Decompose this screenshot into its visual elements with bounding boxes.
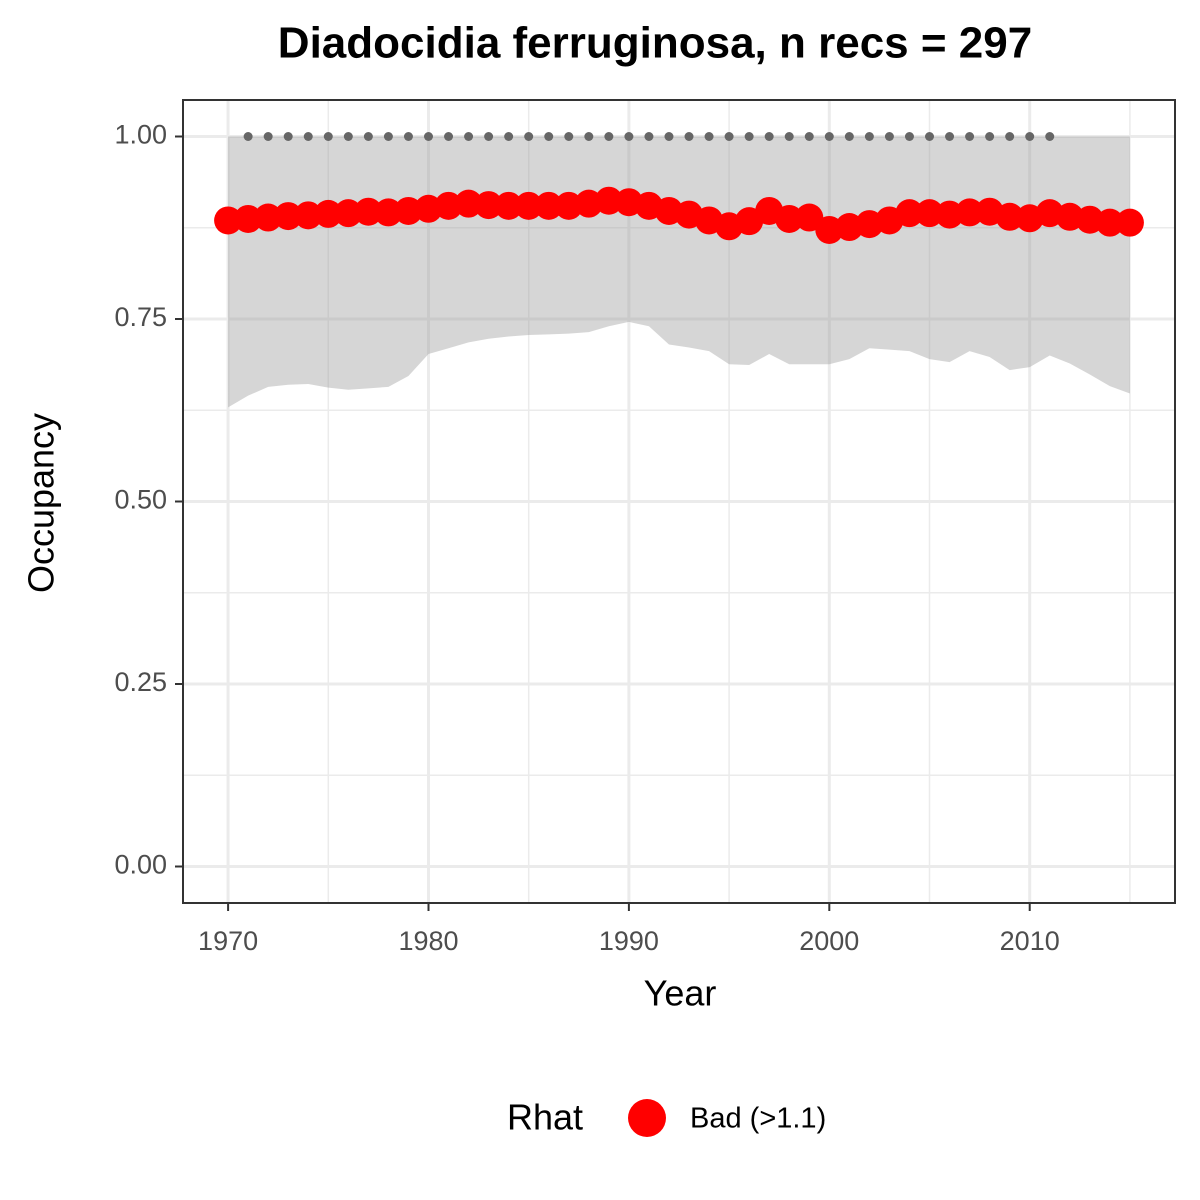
- reference-dot: [804, 132, 814, 141]
- y-tick-label: 0.50: [114, 485, 167, 515]
- reference-dot: [1045, 132, 1055, 141]
- point: [274, 202, 303, 231]
- reference-dot: [403, 132, 413, 141]
- reference-dot: [343, 132, 353, 141]
- point: [314, 199, 343, 228]
- x-tick-label: 1980: [398, 926, 458, 956]
- x-axis-label: Year: [644, 973, 717, 1014]
- x-tick-label: 1970: [198, 926, 258, 956]
- point: [454, 189, 483, 218]
- point: [374, 198, 403, 227]
- reference-dot: [864, 132, 874, 141]
- reference-dot: [684, 132, 694, 141]
- reference-dot: [1025, 132, 1035, 141]
- point: [334, 199, 363, 228]
- reference-dot: [323, 132, 333, 141]
- point: [494, 191, 523, 220]
- point: [294, 201, 323, 230]
- reference-dot: [484, 132, 494, 141]
- reference-dot: [664, 132, 674, 141]
- reference-dot: [504, 132, 514, 141]
- reference-dot: [744, 132, 754, 141]
- y-axis-label: Occupancy: [21, 413, 62, 593]
- reference-dot: [945, 132, 955, 141]
- reference-dot: [624, 132, 634, 141]
- reference-dot: [884, 132, 894, 141]
- reference-dot: [704, 132, 714, 141]
- reference-dot: [844, 132, 854, 141]
- legend-key: [628, 1099, 666, 1137]
- point: [474, 191, 503, 220]
- reference-dot: [904, 132, 914, 141]
- x-tick-label: 1990: [599, 926, 659, 956]
- reference-dot: [724, 132, 734, 141]
- y-tick-label: 0.25: [114, 667, 167, 697]
- point: [234, 204, 263, 233]
- reference-dot: [423, 132, 433, 141]
- reference-dot: [564, 132, 574, 141]
- reference-dot: [363, 132, 373, 141]
- point: [214, 206, 243, 235]
- point: [1115, 208, 1144, 237]
- reference-dot: [764, 132, 774, 141]
- reference-dot: [1005, 132, 1015, 141]
- point: [594, 186, 623, 215]
- legend-label: Bad (>1.1): [690, 1103, 826, 1135]
- reference-dot: [644, 132, 654, 141]
- reference-dot: [985, 132, 995, 141]
- reference-dot: [464, 132, 474, 141]
- reference-dot: [824, 132, 834, 141]
- point: [955, 198, 984, 227]
- point: [254, 203, 283, 232]
- x-tick-label: 2010: [1000, 926, 1060, 956]
- y-tick-label: 1.00: [114, 120, 167, 150]
- reference-dot: [263, 132, 273, 141]
- reference-dot: [283, 132, 293, 141]
- point: [895, 199, 924, 228]
- reference-dot: [925, 132, 935, 141]
- reference-dot: [243, 132, 253, 141]
- point: [514, 191, 543, 220]
- reference-dot: [444, 132, 454, 141]
- reference-dot: [544, 132, 554, 141]
- chart-title: Diadocidia ferruginosa, n recs = 297: [278, 19, 1032, 68]
- point: [354, 197, 383, 226]
- y-tick-label: 0.75: [114, 302, 167, 332]
- legend-title: Rhat: [507, 1097, 583, 1138]
- reference-dot: [524, 132, 534, 141]
- point: [775, 204, 804, 233]
- reference-dot: [383, 132, 393, 141]
- reference-dot: [965, 132, 975, 141]
- point: [1095, 208, 1124, 237]
- reference-dot: [784, 132, 794, 141]
- point: [995, 202, 1024, 231]
- reference-dot: [584, 132, 594, 141]
- reference-dot: [604, 132, 614, 141]
- reference-dot: [303, 132, 313, 141]
- panel-border: [182, 99, 1176, 904]
- x-tick-label: 2000: [799, 926, 859, 956]
- y-tick-label: 0.00: [114, 850, 167, 880]
- point: [915, 199, 944, 228]
- point: [795, 203, 824, 232]
- point: [534, 191, 563, 220]
